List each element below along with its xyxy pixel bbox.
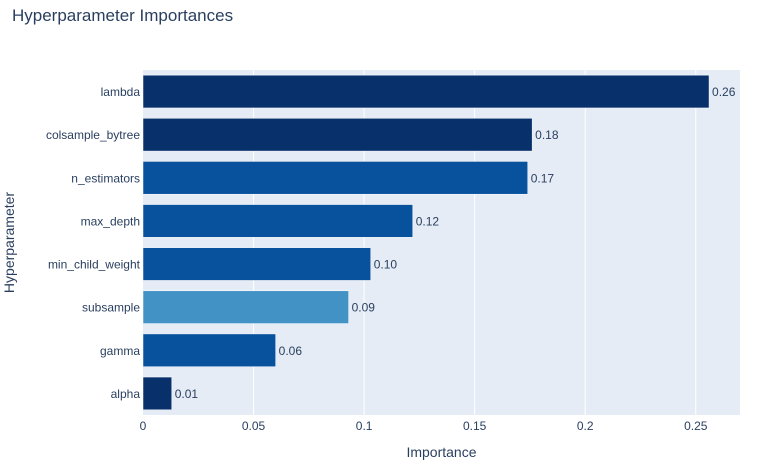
bar-min-child-weight[interactable]	[142, 247, 371, 281]
bars	[142, 74, 710, 411]
data-label: 0.26	[712, 85, 736, 99]
y-tick-label: min_child_weight	[48, 258, 141, 272]
x-tick-label: 0.25	[684, 419, 708, 433]
y-tick-label: lambda	[101, 85, 141, 99]
y-tick-label: subsample	[82, 301, 140, 315]
y-tick-label: max_depth	[81, 214, 140, 228]
chart-title: Hyperparameter Importances	[12, 6, 233, 25]
bar-max-depth[interactable]	[142, 204, 414, 238]
x-axis-ticks: 0 0.05 0.1 0.15 0.2 0.25	[140, 419, 708, 433]
y-tick-label: alpha	[111, 387, 141, 401]
y-tick-label: colsample_bytree	[46, 128, 140, 142]
bar-lambda[interactable]	[142, 74, 710, 109]
data-label: 0.18	[535, 128, 559, 142]
x-axis-title: Importance	[406, 444, 476, 460]
bar-alpha[interactable]	[142, 376, 172, 411]
bar-n-estimators[interactable]	[142, 161, 528, 195]
y-tick-label: gamma	[100, 344, 140, 358]
x-tick-label: 0.15	[463, 419, 487, 433]
x-tick-label: 0.1	[356, 419, 373, 433]
x-tick-label: 0.2	[577, 419, 594, 433]
y-tick-label: n_estimators	[71, 171, 140, 185]
bar-subsample[interactable]	[142, 290, 349, 324]
data-label: 0.01	[175, 387, 199, 401]
data-label: 0.12	[416, 214, 440, 228]
bar-colsample-bytree[interactable]	[142, 118, 533, 152]
data-label: 0.17	[531, 171, 555, 185]
x-tick-label: 0	[140, 419, 147, 433]
y-axis-title: Hyperparameter	[1, 192, 17, 293]
data-labels: 0.01 0.06 0.09 0.10 0.12 0.17 0.18 0.26	[175, 85, 736, 401]
x-tick-label: 0.05	[242, 419, 266, 433]
data-label: 0.10	[374, 258, 398, 272]
y-axis-ticks: alpha gamma subsample min_child_weight max_d…	[46, 85, 141, 401]
data-label: 0.06	[279, 344, 303, 358]
data-label: 0.09	[352, 301, 376, 315]
bar-gamma[interactable]	[142, 333, 276, 367]
